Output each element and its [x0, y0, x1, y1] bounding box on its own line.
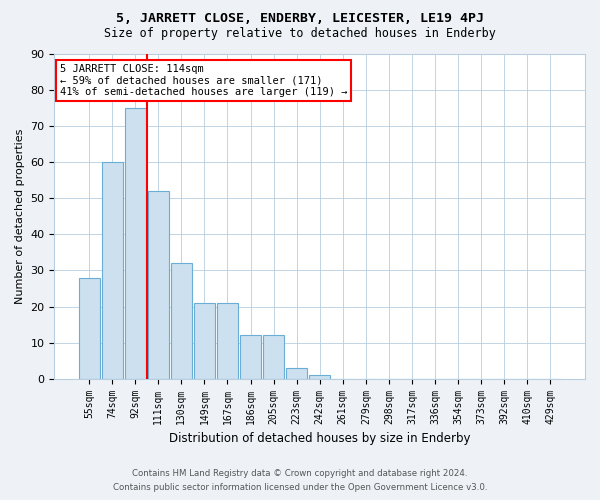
Bar — [101, 162, 123, 378]
Text: 5 JARRETT CLOSE: 114sqm
← 59% of detached houses are smaller (171)
41% of semi-d: 5 JARRETT CLOSE: 114sqm ← 59% of detache… — [60, 64, 347, 97]
Bar — [148, 191, 169, 378]
Text: Size of property relative to detached houses in Enderby: Size of property relative to detached ho… — [104, 28, 496, 40]
Bar — [194, 303, 215, 378]
Bar — [263, 336, 284, 378]
Bar — [171, 263, 192, 378]
Bar — [125, 108, 146, 378]
Text: Contains HM Land Registry data © Crown copyright and database right 2024.: Contains HM Land Registry data © Crown c… — [132, 468, 468, 477]
Text: 5, JARRETT CLOSE, ENDERBY, LEICESTER, LE19 4PJ: 5, JARRETT CLOSE, ENDERBY, LEICESTER, LE… — [116, 12, 484, 26]
Bar — [309, 375, 331, 378]
Y-axis label: Number of detached properties: Number of detached properties — [15, 128, 25, 304]
Bar — [217, 303, 238, 378]
Bar — [240, 336, 261, 378]
Text: Contains public sector information licensed under the Open Government Licence v3: Contains public sector information licen… — [113, 484, 487, 492]
Bar — [79, 278, 100, 378]
Bar — [286, 368, 307, 378]
X-axis label: Distribution of detached houses by size in Enderby: Distribution of detached houses by size … — [169, 432, 470, 445]
